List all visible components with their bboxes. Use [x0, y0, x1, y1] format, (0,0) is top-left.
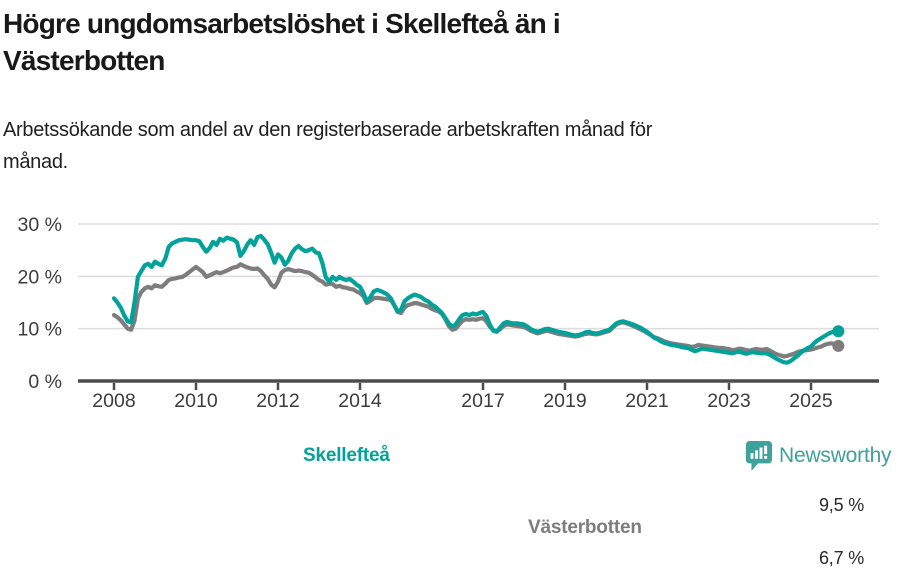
series-label-skelleftea: Skellefteå [303, 445, 390, 466]
chart-title: Högre ungdomsarbetslöshet i Skellefteå ä… [3, 8, 561, 76]
series-line-vsterbotten [111, 262, 841, 359]
end-dot-skellefte [832, 325, 845, 338]
x-tick-label: 2021 [625, 390, 668, 412]
series-line-skellefte [111, 233, 841, 365]
y-tick-label: 0 % [28, 371, 62, 393]
end-dot-vsterbotten [832, 339, 845, 352]
y-tick-label: 10 % [18, 319, 62, 341]
x-tick-label: 2010 [174, 390, 218, 412]
x-tick-label: 2023 [707, 390, 750, 412]
end-value-label-vasterbotten: 6,7 % [819, 548, 865, 568]
series-label-vasterbotten: Västerbotten [528, 517, 642, 538]
newsworthy-logo-icon [745, 441, 772, 471]
newsworthy-brand: Newsworthy [744, 440, 892, 471]
chart-area: 0 % 10 % 20 % 30 % 2008 2010 2012 2014 2017 2019 2… [0, 195, 900, 568]
line-chart-canvas: 0 % 10 % 20 % 30 % 2008 2010 2012 2014 2017 2019 2… [18, 214, 879, 412]
x-tick-label: 2017 [461, 390, 504, 412]
y-tick-label: 30 % [18, 214, 62, 236]
x-tick-label: 2012 [256, 390, 299, 412]
x-tick-label: 2025 [789, 390, 833, 412]
newsworthy-logo-text: Newsworthy [779, 443, 892, 467]
x-tick-label: 2019 [543, 390, 586, 412]
end-value-label-skelleftea: 9,5 % [819, 495, 865, 515]
news-graphic: Högre ungdomsarbetslöshet i Skellefteå ä… [0, 8, 900, 568]
x-tick-label: 2014 [338, 390, 382, 412]
chart-subtitle: Arbetssökande som andel av den registerb… [3, 119, 653, 173]
x-tick-label: 2008 [92, 390, 135, 412]
y-tick-label: 20 % [18, 266, 62, 288]
